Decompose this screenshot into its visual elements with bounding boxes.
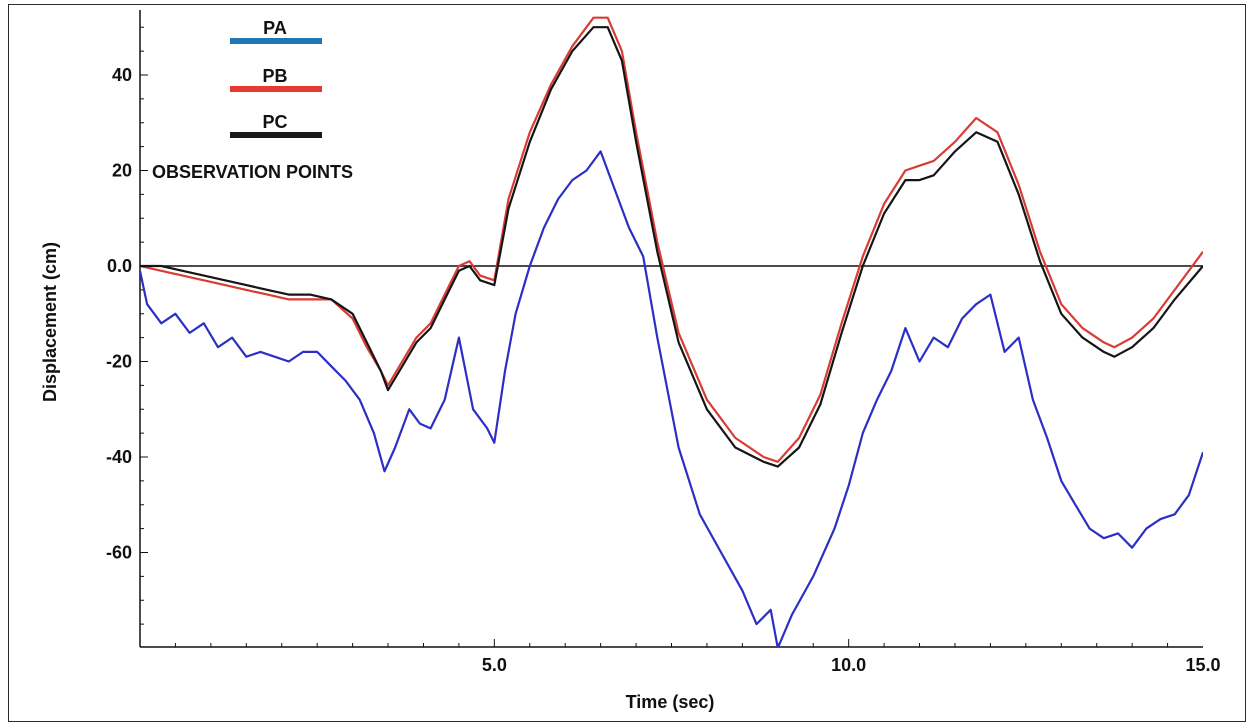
x-tick-label: 5.0 [482,655,507,675]
y-axis-label: Displacement (cm) [40,242,60,402]
chart-frame [8,4,1246,722]
legend-title: OBSERVATION POINTS [152,162,353,182]
series-line-pb [140,16,1203,463]
legend-label-pb: PB [262,66,287,86]
y-tick-label: -20 [106,352,132,372]
axis-layer: 5.0 10.0 15.0 40 20 0.0 -20 -40 -60 [106,10,1221,675]
y-tick-label: -40 [106,447,132,467]
series-line-pc [140,26,1203,468]
legend-label-pc: PC [262,112,287,132]
series-line-pa [140,150,1203,647]
y-tick-label: 40 [112,65,132,85]
y-tick-label: 0.0 [107,256,132,276]
legend-label-pa: PA [263,18,287,38]
x-axis-label: Time (sec) [626,692,715,712]
y-tick-label: -60 [106,543,132,563]
x-tick-label: 15.0 [1185,655,1220,675]
legend: PA PB PC OBSERVATION POINTS [152,18,353,182]
x-tick-label: 10.0 [831,655,866,675]
series-layer [140,16,1203,647]
y-tick-label: 20 [112,161,132,181]
